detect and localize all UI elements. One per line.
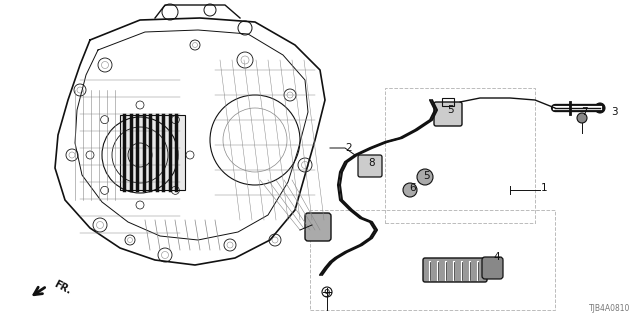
- FancyBboxPatch shape: [305, 213, 331, 241]
- Bar: [310, 210, 555, 310]
- Text: 5: 5: [424, 171, 430, 181]
- Circle shape: [403, 183, 417, 197]
- Circle shape: [417, 169, 433, 185]
- FancyBboxPatch shape: [482, 257, 503, 279]
- FancyBboxPatch shape: [434, 102, 462, 126]
- Bar: [385, 88, 535, 223]
- FancyBboxPatch shape: [423, 258, 487, 282]
- Circle shape: [595, 103, 605, 113]
- Text: 4: 4: [493, 252, 500, 262]
- Text: 5: 5: [447, 105, 453, 115]
- Text: 7: 7: [580, 107, 588, 117]
- Circle shape: [577, 113, 587, 123]
- Bar: [120, 115, 185, 190]
- FancyBboxPatch shape: [358, 155, 382, 177]
- Text: TJB4A0810: TJB4A0810: [589, 304, 630, 313]
- Text: 8: 8: [369, 158, 375, 168]
- Text: 6: 6: [410, 183, 416, 193]
- Text: 9: 9: [324, 289, 330, 299]
- Text: FR.: FR.: [52, 279, 72, 297]
- Bar: [442, 98, 454, 106]
- Text: 2: 2: [346, 143, 352, 153]
- Text: 1: 1: [541, 183, 547, 193]
- Text: 3: 3: [611, 107, 618, 117]
